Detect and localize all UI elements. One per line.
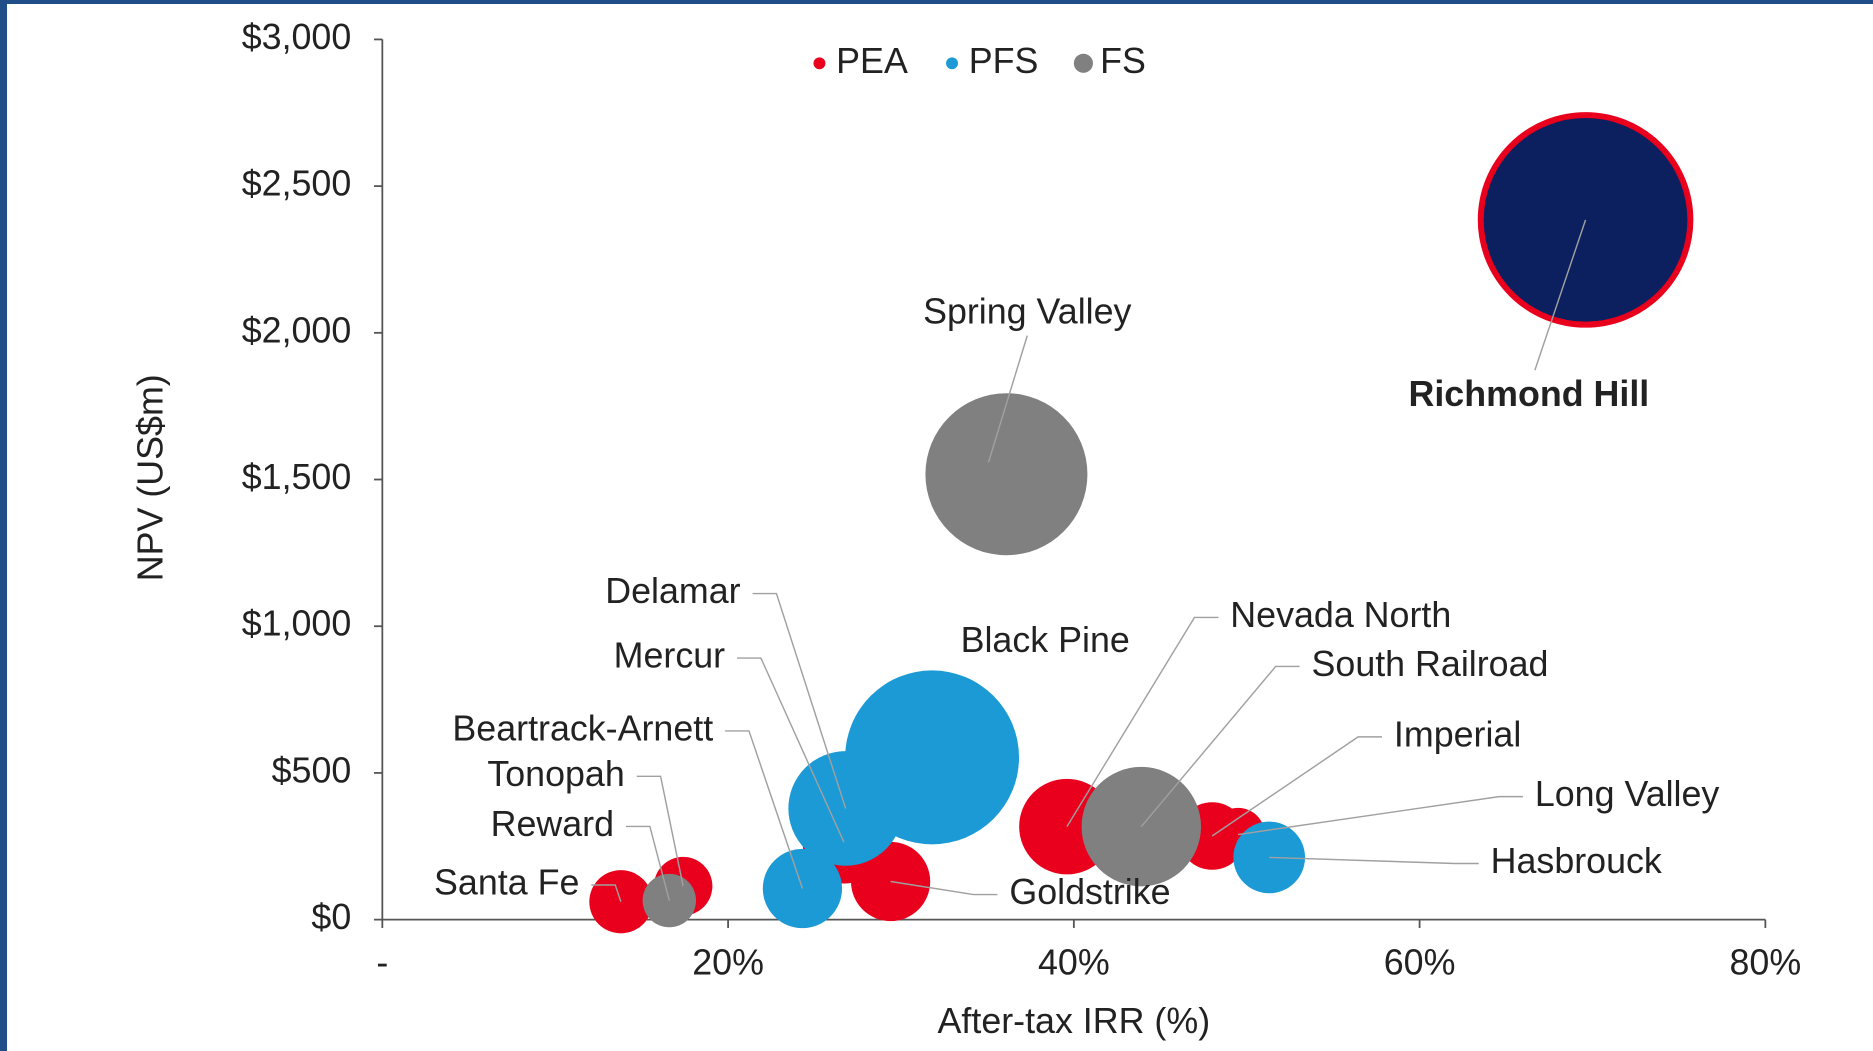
leader-line <box>987 335 1028 463</box>
bubble <box>642 873 697 928</box>
x-axis-label: After-tax IRR (%) <box>938 1001 1211 1041</box>
y-tick-label: $500 <box>272 750 352 790</box>
leader-line <box>1066 616 1219 827</box>
x-tick-label: 40% <box>1038 942 1110 982</box>
leader-line <box>625 825 671 901</box>
bubble-label: Black Pine <box>961 620 1130 660</box>
y-tick-label: $1,000 <box>242 604 352 644</box>
leader-line <box>890 880 998 896</box>
leader-line <box>1269 856 1479 865</box>
bubble-label: Imperial <box>1394 714 1521 754</box>
x-tick-label: 60% <box>1384 942 1456 982</box>
x-tick-label: 20% <box>692 942 764 982</box>
y-tick-label: $1,500 <box>242 457 352 497</box>
legend-label: PFS <box>969 41 1039 81</box>
bubble-label: Mercur <box>614 636 725 676</box>
leader-line <box>1211 736 1382 837</box>
bubble <box>845 670 1020 845</box>
bubble-label: Beartrack-Arnett <box>452 708 713 748</box>
leader-line <box>752 592 847 809</box>
bubble-label: Spring Valley <box>923 292 1131 332</box>
leader-line <box>636 775 684 887</box>
bubble-label: Reward <box>491 804 614 844</box>
legend-marker <box>946 57 958 70</box>
bubble <box>1477 112 1694 328</box>
leader-line <box>737 657 845 843</box>
y-tick-label: $2,000 <box>242 310 352 350</box>
leader-line <box>1534 219 1587 371</box>
bubble-label: Santa Fe <box>434 862 579 902</box>
legend-label: FS <box>1100 41 1146 81</box>
bubble <box>925 393 1088 556</box>
leader-line <box>591 884 622 902</box>
leader-line <box>1140 665 1300 828</box>
bubble-label: Richmond Hill <box>1409 374 1650 414</box>
bubble-label: Delamar <box>605 571 740 611</box>
legend-marker <box>1073 53 1093 73</box>
bubble <box>1081 766 1201 887</box>
x-tick-label: 80% <box>1730 942 1802 982</box>
bubble-label: Goldstrike <box>1009 872 1170 912</box>
y-tick-label: $2,500 <box>242 164 352 204</box>
bubble-label: Long Valley <box>1535 774 1720 814</box>
bubble-label: Hasbrouck <box>1491 841 1662 881</box>
x-tick-label: - <box>376 942 388 982</box>
legend-label: PEA <box>836 41 908 81</box>
y-tick-label: $0 <box>311 897 351 937</box>
y-axis-label: NPV (US$m) <box>130 374 170 581</box>
bubble-label: Tonopah <box>487 754 624 794</box>
bubble-label: Nevada North <box>1230 595 1451 635</box>
bubble-label: South Railroad <box>1312 644 1549 684</box>
legend-marker <box>813 57 826 70</box>
leader-line <box>725 730 804 889</box>
leader-line <box>1237 795 1523 836</box>
y-tick-label: $3,000 <box>242 17 352 57</box>
